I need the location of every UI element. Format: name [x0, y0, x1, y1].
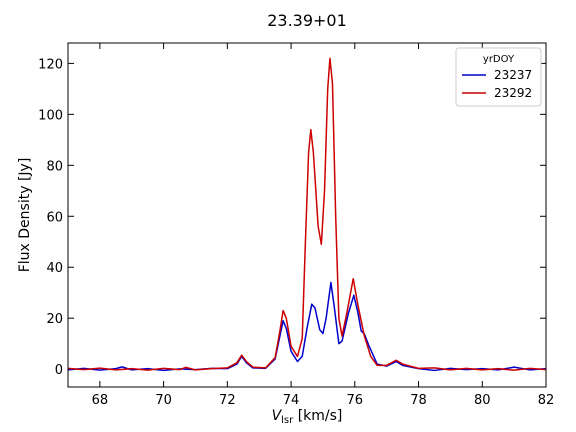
chart-title: 23.39+01: [267, 11, 347, 30]
legend-box: [455, 47, 542, 107]
x-axis-label-sub: lsr: [281, 415, 294, 426]
x-tick-label: 68: [92, 393, 109, 408]
series-layer: [68, 57, 546, 372]
legend-label-23237: 23237: [494, 68, 532, 82]
series-line-23292: [68, 57, 546, 371]
y-tick-label: 80: [46, 159, 63, 174]
x-axis-label-unit: [km/s]: [293, 408, 342, 424]
legend-label-23292: 23292: [494, 86, 532, 100]
x-tick-label: 78: [410, 393, 427, 408]
legend-title: yrDOY: [483, 54, 515, 65]
legend: yrDOY 23237 23292: [455, 47, 542, 107]
x-axis-label: Vlsr [km/s]: [272, 408, 343, 426]
x-tick-label: 70: [155, 393, 172, 408]
x-tick-label: 80: [474, 393, 491, 408]
y-tick-label: 60: [46, 210, 63, 225]
x-tick-label: 82: [538, 393, 555, 408]
x-tick-label: 72: [219, 393, 236, 408]
x-axis-label-main: V: [272, 408, 283, 424]
y-tick-label: 0: [55, 363, 63, 378]
tick-labels: 68 70 72 74 76 78 80 82 0 20 40 60 80 100 120: [38, 57, 554, 408]
y-tick-label: 40: [46, 261, 63, 276]
x-tick-label: 74: [283, 393, 300, 408]
y-tick-label: 100: [38, 108, 63, 123]
y-tick-label: 20: [46, 312, 63, 327]
x-tick-label: 76: [347, 393, 364, 408]
plot-frame: [67, 42, 547, 388]
y-tick-label: 120: [38, 57, 63, 72]
series-line-23237: [68, 281, 546, 372]
y-axis-label: Flux Density [Jy]: [17, 158, 33, 273]
